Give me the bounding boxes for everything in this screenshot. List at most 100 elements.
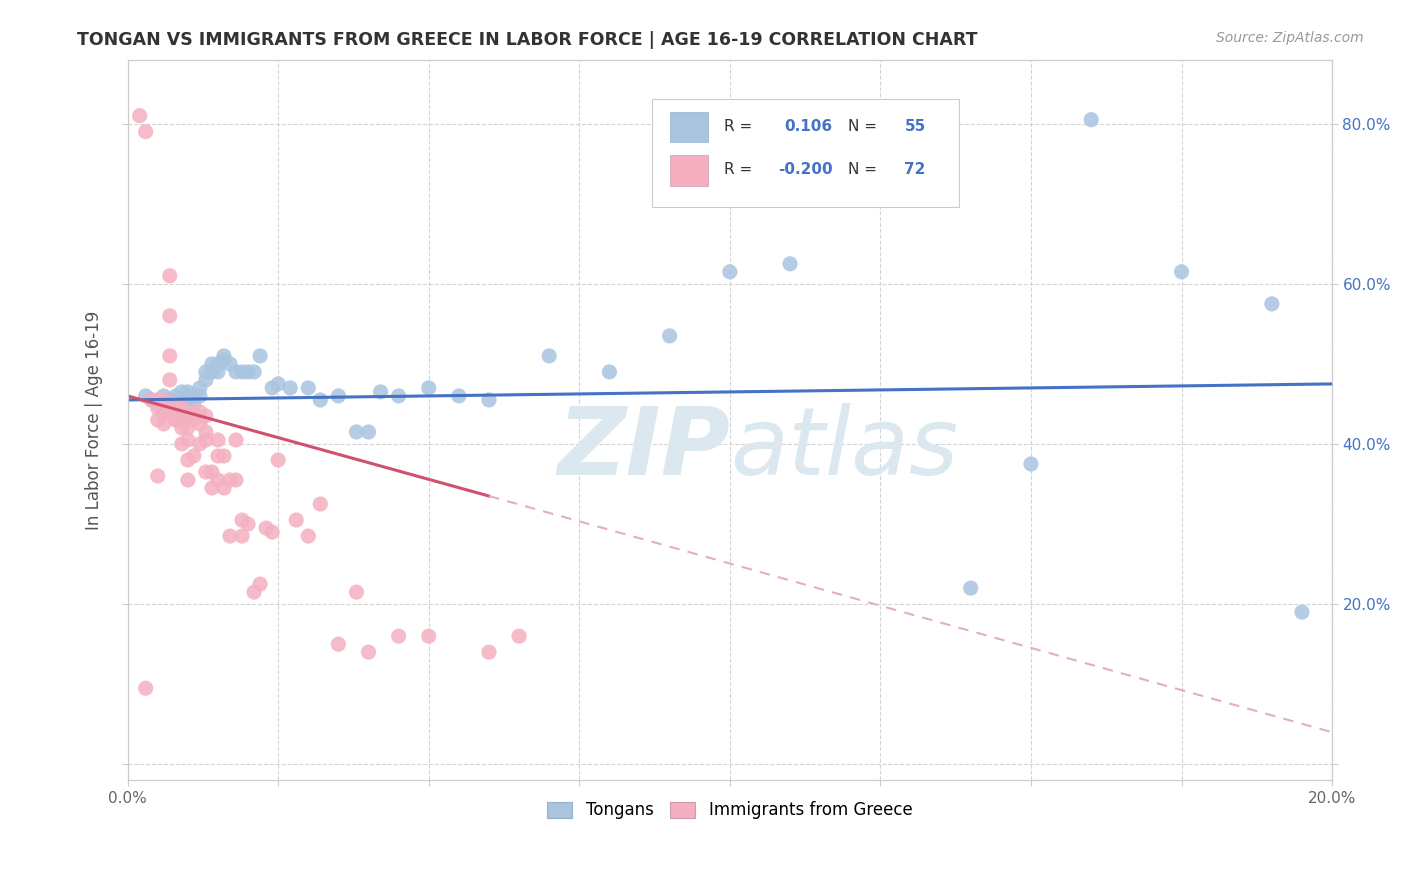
Point (141, 392, 163, 407)
Point (170, 437, 193, 451)
Point (346, 585, 368, 599)
Point (328, 637, 350, 651)
Point (177, 433, 200, 447)
Point (219, 357, 242, 371)
Point (194, 373, 217, 387)
Point (598, 365, 620, 379)
FancyBboxPatch shape (669, 112, 709, 143)
Point (165, 397, 187, 411)
Point (146, 469, 169, 483)
Point (219, 473, 242, 487)
Point (418, 629, 440, 643)
Point (236, 517, 259, 532)
Point (159, 309, 181, 323)
Point (194, 365, 217, 379)
Point (388, 389, 411, 403)
Point (212, 449, 235, 463)
Point (159, 405, 181, 419)
Point (1291, 605, 1313, 619)
Text: R =: R = (724, 162, 752, 178)
Point (152, 392, 174, 407)
Point (1080, 112, 1102, 127)
Point (177, 384, 200, 399)
Point (346, 425, 368, 439)
Point (159, 349, 181, 363)
Point (201, 465, 224, 479)
Point (249, 577, 271, 591)
Point (170, 401, 193, 415)
Point (538, 349, 561, 363)
Point (212, 349, 235, 363)
Legend: Tongans, Immigrants from Greece: Tongans, Immigrants from Greece (541, 795, 920, 826)
Point (231, 365, 253, 379)
Point (188, 437, 211, 451)
Text: Source: ZipAtlas.com: Source: ZipAtlas.com (1216, 31, 1364, 45)
Point (146, 392, 169, 407)
Point (135, 389, 157, 403)
Point (207, 357, 229, 371)
Point (285, 513, 308, 527)
Point (418, 381, 440, 395)
Point (165, 413, 187, 427)
Point (262, 381, 284, 395)
Point (658, 329, 681, 343)
FancyBboxPatch shape (669, 155, 709, 186)
Point (170, 384, 193, 399)
Point (152, 401, 174, 415)
Point (188, 389, 211, 403)
Point (201, 481, 224, 495)
Point (1170, 265, 1192, 279)
Text: ZIP: ZIP (557, 403, 730, 495)
Point (718, 265, 741, 279)
Point (297, 529, 319, 543)
FancyBboxPatch shape (651, 99, 959, 207)
Point (170, 413, 193, 427)
Point (159, 405, 181, 419)
Text: 72: 72 (904, 162, 927, 178)
Text: -0.200: -0.200 (778, 162, 832, 178)
Point (152, 417, 174, 431)
Point (183, 449, 205, 463)
Point (152, 389, 174, 403)
Point (177, 473, 200, 487)
Point (297, 381, 319, 395)
Point (225, 365, 247, 379)
Point (183, 413, 205, 427)
Point (177, 453, 200, 467)
Text: 55: 55 (904, 120, 925, 134)
Point (249, 349, 271, 363)
Point (254, 521, 277, 535)
Point (201, 357, 224, 371)
Text: N =: N = (848, 162, 877, 178)
Point (135, 125, 157, 139)
Point (159, 268, 181, 283)
Point (207, 473, 229, 487)
Point (243, 365, 266, 379)
Point (478, 645, 501, 659)
Point (207, 365, 229, 379)
Point (357, 645, 380, 659)
Point (165, 405, 187, 419)
Point (207, 433, 229, 447)
Point (177, 409, 200, 423)
Point (194, 433, 217, 447)
Point (146, 397, 169, 411)
Point (959, 581, 981, 595)
Text: TONGAN VS IMMIGRANTS FROM GREECE IN LABOR FORCE | AGE 16-19 CORRELATION CHART: TONGAN VS IMMIGRANTS FROM GREECE IN LABO… (77, 31, 977, 49)
Point (219, 529, 242, 543)
Point (278, 381, 301, 395)
Point (1019, 457, 1042, 471)
Point (1261, 297, 1284, 311)
Point (159, 373, 181, 387)
Text: 0.106: 0.106 (785, 120, 832, 134)
Point (188, 405, 211, 419)
Point (170, 409, 193, 423)
Point (236, 365, 259, 379)
Point (170, 397, 193, 411)
Text: atlas: atlas (730, 403, 957, 494)
Point (779, 257, 801, 271)
Point (212, 481, 235, 495)
Point (152, 405, 174, 419)
Point (146, 401, 169, 415)
Text: N =: N = (848, 120, 877, 134)
